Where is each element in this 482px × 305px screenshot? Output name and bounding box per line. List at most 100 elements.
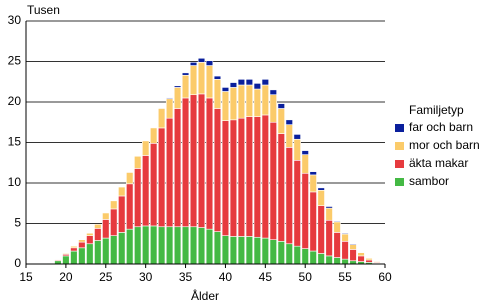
x-tick-label: 50 [299,270,313,284]
bar-segment [221,87,230,92]
bar-segment [142,140,150,156]
bar-segment [110,208,118,236]
bar-segment [213,79,222,109]
bar-segment [102,212,110,220]
bar-segment [325,206,333,209]
bar-segment [293,138,301,161]
bar-segment [309,171,317,176]
bar-segment [245,116,254,237]
bar-segment [261,114,269,239]
bar-segment [165,98,174,119]
bar-segment [110,235,118,265]
bar-segment [245,79,254,86]
bar-segment [134,155,142,169]
y-tick-label: 0 [14,256,21,270]
bar-segment [293,245,301,265]
bar-segment [102,219,110,239]
x-tick-label: 45 [259,270,273,284]
legend-label: far och barn [409,120,473,134]
bar-segment [245,84,254,117]
x-tick-label: 25 [99,270,113,284]
bar-segment [277,103,285,109]
bar-segment [205,228,214,265]
bar-segment [62,255,70,265]
bar-segment [301,150,309,155]
bar-segment [341,232,349,235]
y-tick-label: 30 [8,13,22,27]
bar-segment [317,189,325,206]
bar-segment [229,87,238,121]
bar-segment [189,65,198,96]
x-tick-label: 35 [179,270,193,284]
bar-segment [269,89,277,96]
legend-swatch [395,160,404,168]
bar-segment [205,65,214,99]
bar-segment [237,117,246,237]
bar-segment [149,143,158,227]
bar-segment [253,83,262,90]
bar-segment [189,62,198,66]
bar-segment [70,247,78,252]
bar-segment [213,108,222,232]
legend-swatch [395,178,404,186]
bar-segment [293,160,301,247]
bar-segment [165,117,174,228]
bar-segment [197,57,206,63]
y-tick-label: 5 [14,216,21,230]
bar-segment [261,237,269,265]
bar-segment [221,91,230,121]
bar-segment [357,255,365,262]
bar-segment [333,232,341,258]
bar-segment [173,226,182,265]
bar-segment [309,174,317,193]
bar-segment [173,85,182,88]
y-tick-label: 10 [8,175,22,189]
bar-segment [277,133,285,242]
x-tick-label: 40 [219,270,233,284]
bar-segment [173,87,182,109]
bar-segment [70,250,78,265]
bar-segment [165,97,174,100]
bar-segment [261,84,269,116]
bar-segment [142,225,150,265]
bar-segment [277,108,285,134]
bar-segment [301,154,309,174]
bar-segment [70,245,78,249]
bar-segment [197,227,206,265]
bar-segment [94,224,102,229]
bar-segment [333,257,341,265]
bar-segment [237,79,246,86]
bar-segment [325,219,333,257]
bar-segment [78,239,86,243]
bar-segment [253,116,262,238]
y-tick-label: 25 [8,54,22,68]
bar-segment [237,84,246,119]
bar-segment [333,221,341,233]
bar-segment [365,259,373,263]
bar-segment [149,127,158,144]
bar-segment [365,258,373,261]
bar-segment [181,72,190,76]
x-tick-label: 55 [338,270,352,284]
bar-segment [253,88,262,117]
x-axis-label: Ålder [191,288,219,303]
bar-segment [301,172,309,249]
bar-segment [229,119,238,237]
bar-segment [94,240,102,265]
bar-segment [126,183,134,230]
bar-segment [94,228,102,241]
x-tick-label: 60 [378,270,392,284]
bar-segment [118,195,126,233]
bar-segment [285,147,293,245]
bar-segment [349,244,357,250]
bar-segment [309,250,317,265]
x-tick-label: 20 [59,270,73,284]
bar-segment [341,241,349,260]
bar-segment [118,232,126,265]
bar-segment [189,226,198,265]
bar-segment [349,249,357,262]
bar-segment [118,186,126,197]
bar-segment [134,168,142,228]
bar-segment [277,241,285,265]
bar-segment [181,226,190,265]
